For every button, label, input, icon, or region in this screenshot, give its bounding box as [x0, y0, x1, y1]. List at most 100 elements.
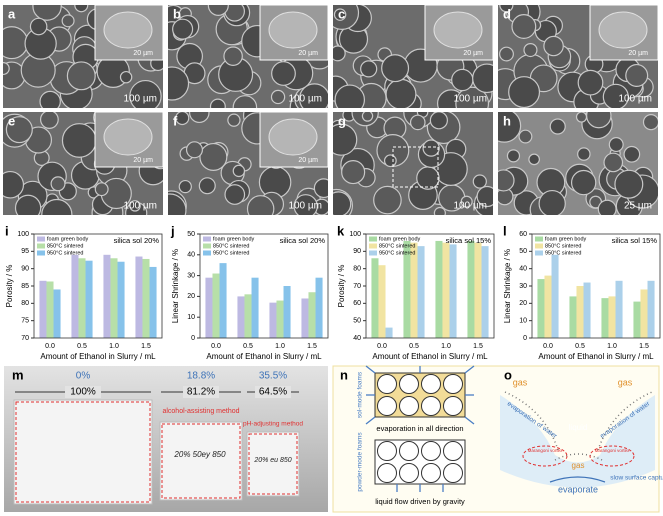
x-tick-label: 0.5 [575, 343, 585, 350]
panel-label: j [170, 223, 175, 238]
pore [506, 149, 521, 163]
pore [14, 194, 42, 215]
pore [499, 5, 514, 13]
pore [199, 142, 228, 171]
inset-scale: 20 µm [133, 157, 153, 164]
bar [647, 280, 655, 338]
y-axis-label: Linear Shrinkage / % [503, 249, 512, 323]
bar [640, 289, 648, 338]
scale-label: 100 µm [288, 94, 322, 105]
bar [601, 298, 609, 338]
legend-swatch [37, 250, 45, 256]
pore [472, 174, 487, 189]
bubble [443, 463, 463, 483]
pore [232, 164, 246, 178]
inset-feature [433, 11, 483, 49]
sample [13, 399, 153, 505]
bubble [443, 396, 463, 416]
bar [537, 279, 545, 338]
legend-swatch [37, 243, 45, 249]
legend-swatch [203, 243, 211, 249]
bar [544, 275, 552, 338]
residual: 0% [76, 371, 91, 382]
pore [523, 42, 538, 58]
pore [422, 139, 440, 157]
side-label: sol-mode foams [357, 371, 364, 418]
pore [223, 46, 243, 66]
bar [378, 265, 386, 338]
arrow [464, 365, 475, 374]
pore [66, 61, 96, 91]
pore [207, 5, 229, 16]
legend-swatch [37, 236, 45, 242]
pore [41, 198, 73, 215]
pore [508, 76, 541, 108]
pore [172, 18, 194, 40]
pore [528, 153, 540, 166]
panel-label: b [173, 6, 181, 21]
bar [371, 258, 379, 338]
y-axis-label: Porosity / % [5, 265, 14, 308]
legend-swatch [203, 250, 211, 256]
bar [308, 292, 316, 338]
y-tick-label: 50 [187, 231, 195, 238]
outline [15, 401, 151, 503]
pore [575, 112, 588, 123]
legend-label: 950°C sintered [47, 250, 83, 256]
y-tick-label: 20 [187, 293, 195, 300]
bar [110, 258, 118, 338]
bar [449, 244, 457, 338]
x-tick-label: 1.5 [307, 343, 317, 350]
gas: gas [618, 377, 633, 387]
panel-label: h [503, 113, 511, 128]
inset-feature [268, 11, 318, 49]
vortex [589, 445, 635, 467]
bubble [399, 396, 419, 416]
pore [94, 182, 109, 197]
pore [271, 61, 296, 86]
pore [61, 14, 75, 28]
residual: 18.8% [187, 371, 215, 382]
bubble [443, 441, 463, 461]
y-tick-label: 40 [353, 335, 361, 342]
size-bg [183, 386, 219, 398]
bar [276, 300, 284, 338]
pore [360, 60, 378, 78]
pore [608, 137, 624, 153]
legend-swatch [535, 250, 543, 256]
y-tick-label: 30 [519, 283, 527, 290]
x-tick-label: 0.0 [211, 343, 221, 350]
y-tick-label: 95 [21, 248, 29, 255]
pore [460, 195, 473, 208]
pore [224, 5, 245, 22]
scale-label: 25 µm [624, 201, 652, 212]
bar [283, 286, 291, 338]
bar [576, 286, 584, 338]
pore [333, 45, 346, 62]
pore [511, 14, 537, 39]
legend-swatch [203, 236, 211, 242]
bar [551, 254, 559, 338]
inset-feature [103, 11, 153, 49]
legend-swatch [535, 236, 543, 242]
y-tick-label: 10 [187, 314, 195, 321]
bar [417, 246, 425, 338]
pore [189, 112, 210, 124]
y-tick-label: 100 [349, 231, 361, 238]
y-tick-label: 0 [523, 335, 527, 342]
pore [577, 147, 591, 161]
pore [602, 83, 629, 108]
y-tick-label: 50 [519, 248, 527, 255]
panel-label: o [504, 367, 512, 382]
sem-texture [498, 112, 658, 215]
y-tick-label: 10 [519, 318, 527, 325]
bar [117, 261, 125, 338]
bar [315, 277, 323, 338]
legend-label: foam green body [47, 236, 89, 242]
inset-scale: 20 µm [298, 50, 318, 57]
gas: gas [513, 377, 528, 387]
bar [53, 289, 61, 338]
bar [251, 277, 259, 338]
pore [373, 185, 402, 215]
pore [227, 113, 241, 127]
